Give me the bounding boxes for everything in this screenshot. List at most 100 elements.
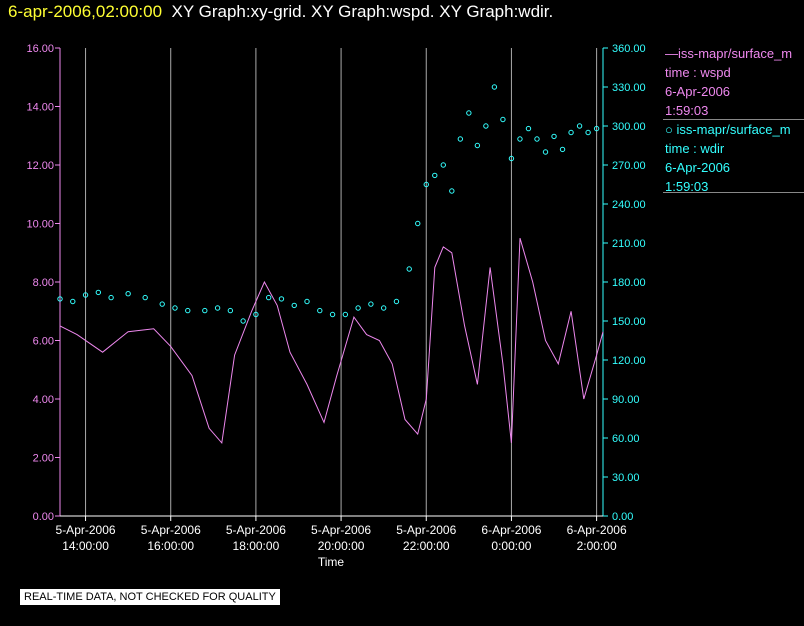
y-right-tick-label: 300.00 <box>612 121 646 133</box>
header-graph-names: XY Graph:xy-grid. XY Graph:wspd. XY Grap… <box>171 2 554 21</box>
y-right-tick-label: 90.00 <box>612 394 640 406</box>
wdir-point <box>368 301 374 307</box>
x-tick-label: 5-Apr-2006 <box>141 523 201 537</box>
x-tick-label: 5-Apr-2006 <box>311 523 371 537</box>
quality-note: REAL-TIME DATA, NOT CHECKED FOR QUALITY <box>20 589 280 605</box>
wdir-point <box>95 289 102 296</box>
chart-grid <box>85 48 598 516</box>
y-right-tick-label: 210.00 <box>612 238 646 250</box>
x-tick-label: 6-Apr-2006 <box>481 523 541 537</box>
legend-divider <box>663 192 804 193</box>
x-tick-label: 5-Apr-2006 <box>226 523 286 537</box>
wdir-point <box>172 305 178 311</box>
legend-wdir-time: 1:59:03 <box>665 179 709 194</box>
wdir-point <box>355 305 361 311</box>
legend-wspd: —iss-mapr/surface_m time : wspd 6-Apr-20… <box>665 44 804 120</box>
legend-wspd-time: 1:59:03 <box>665 103 709 118</box>
y-right-tick-label: 30.00 <box>612 472 640 484</box>
y-left-tick-label: 16.00 <box>26 43 54 55</box>
x-axis-label: Time <box>318 555 345 569</box>
y-left-tick-label: 8.00 <box>33 277 54 289</box>
x-tick-label: 16:00:00 <box>147 539 194 553</box>
wdir-point <box>483 123 489 129</box>
wdir-point <box>449 188 455 194</box>
wdir-point <box>240 318 246 324</box>
chart-axes: 5-Apr-2006 14:00:00 5-Apr-2006 16:00:00 5-Ap… <box>26 43 645 553</box>
wdir-point <box>159 301 165 307</box>
wdir-point <box>291 302 297 309</box>
legend-wdir: ○ iss-mapr/surface_m time : wdir 6-Apr-2… <box>665 120 804 196</box>
y-right-tick-label: 270.00 <box>612 160 646 172</box>
wdir-point <box>70 298 76 305</box>
x-tick-label: 6-Apr-2006 <box>567 523 627 537</box>
wdir-point <box>517 136 523 142</box>
y-left-tick-label: 6.00 <box>33 336 54 348</box>
y-right-tick-label: 60.00 <box>612 433 640 445</box>
x-tick-label: 5-Apr-2006 <box>396 523 456 537</box>
x-tick-label: 0:00:00 <box>491 539 531 553</box>
y-left-tick-label: 12.00 <box>26 160 54 172</box>
y-right-tick-label: 330.00 <box>612 82 646 94</box>
legend-wdir-var: time : wdir <box>665 141 725 156</box>
wdir-point <box>542 149 549 155</box>
wdir-point <box>393 298 400 305</box>
wdir-point <box>406 266 412 272</box>
header-timestamp: 6-apr-2006,02:00:00 <box>8 2 163 21</box>
wdir-point <box>491 84 498 90</box>
wdir-point <box>508 155 515 162</box>
wspd-series-line <box>59 237 604 445</box>
wdir-point <box>457 136 464 142</box>
legend-wspd-name: —iss-mapr/surface_m <box>665 46 793 61</box>
legend-divider <box>663 119 804 120</box>
wdir-point <box>125 291 131 297</box>
wdir-point <box>214 305 221 311</box>
legend-wspd-var: time : wspd <box>665 65 731 80</box>
wdir-point <box>585 129 591 136</box>
wdir-point <box>185 307 191 314</box>
wdir-point <box>82 292 89 298</box>
wdir-point <box>415 220 421 227</box>
wdir-point <box>108 294 114 301</box>
legend-wspd-date: 6-Apr-2006 <box>665 84 731 99</box>
wdir-point <box>317 307 323 314</box>
wdir-point <box>380 305 387 311</box>
chart-plot <box>57 84 604 445</box>
y-left-tick-label: 10.00 <box>26 219 54 231</box>
wdir-point <box>202 307 208 314</box>
y-left-tick-label: 0.00 <box>33 511 54 523</box>
y-right-tick-label: 180.00 <box>612 277 646 289</box>
wdir-point <box>576 123 583 129</box>
wdir-point <box>142 294 148 301</box>
x-tick-label: 5-Apr-2006 <box>56 523 116 537</box>
y-left-tick-label: 14.00 <box>26 102 54 114</box>
x-tick-label: 2:00:00 <box>577 539 617 553</box>
wdir-point <box>568 129 574 136</box>
wdir-point <box>534 136 540 142</box>
y-right-tick-label: 150.00 <box>612 316 646 328</box>
wdir-point <box>432 172 438 179</box>
y-right-tick-label: 0.00 <box>612 511 633 523</box>
wdir-point <box>329 311 336 318</box>
wdir-point <box>440 162 446 168</box>
y-left-tick-label: 2.00 <box>33 453 54 465</box>
y-right-tick-label: 120.00 <box>612 355 646 367</box>
wdir-point <box>278 296 285 302</box>
x-tick-label: 22:00:00 <box>403 539 450 553</box>
wdir-point <box>423 181 429 188</box>
legend-wdir-name: ○ iss-mapr/surface_m <box>665 122 791 137</box>
wdir-point <box>500 116 506 123</box>
wdir-point <box>304 298 310 305</box>
legend-wdir-date: 6-Apr-2006 <box>665 160 731 175</box>
wdir-point <box>474 142 481 149</box>
wdir-point <box>593 125 600 132</box>
wdir-point <box>466 110 472 116</box>
x-tick-label: 20:00:00 <box>318 539 365 553</box>
wdir-point <box>265 294 272 301</box>
header-title: 6-apr-2006,02:00:00 XY Graph:xy-grid. XY… <box>8 2 553 22</box>
x-tick-label: 18:00:00 <box>233 539 280 553</box>
x-tick-label: 14:00:00 <box>62 539 109 553</box>
y-right-tick-label: 360.00 <box>612 43 646 55</box>
wdir-point <box>551 133 557 140</box>
wdir-point <box>342 311 349 318</box>
